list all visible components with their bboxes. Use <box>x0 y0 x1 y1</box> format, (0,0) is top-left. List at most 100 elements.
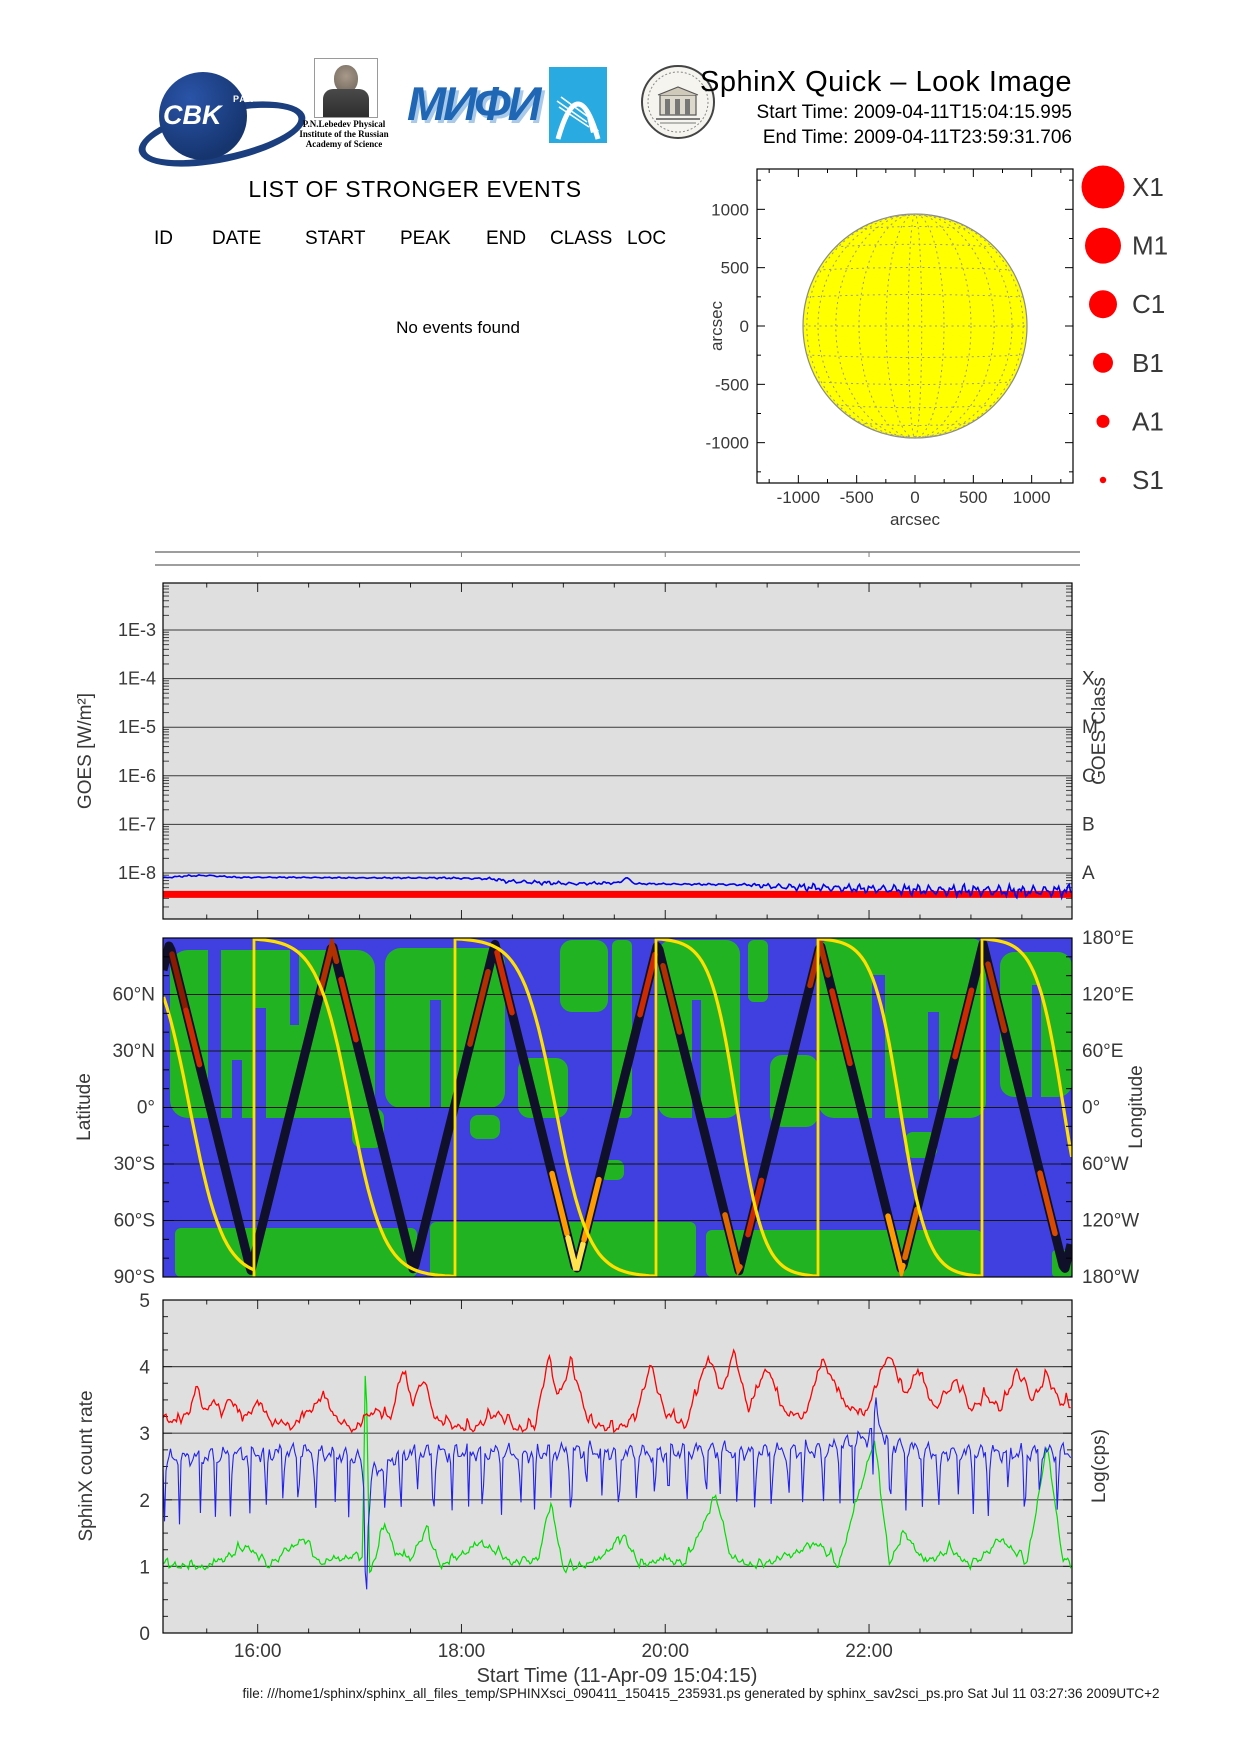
events-column-headers: ID DATE START PEAK END CLASS LOC <box>0 228 700 250</box>
axis-label: 0° <box>137 1098 155 1119</box>
axis-label: GOES Class <box>1089 677 1110 785</box>
events-column-start: START <box>305 228 366 249</box>
axis-label: A1 <box>1132 406 1164 436</box>
track-hotspot <box>183 1007 203 1068</box>
arch-comet-icon <box>549 67 607 143</box>
track-hotspot <box>169 951 189 1012</box>
axis-label: -500 <box>715 375 749 394</box>
axis-label: Longitude <box>1126 1065 1147 1148</box>
axis-label: 30°S <box>114 1154 155 1175</box>
axis-label: 180°E <box>1082 928 1134 949</box>
axis-label: 1000 <box>711 200 749 219</box>
axis-label: B <box>1082 814 1095 835</box>
lebedev-portrait-image <box>314 58 378 118</box>
axis-label: Log(cps) <box>1089 1429 1110 1503</box>
events-list-title: LIST OF STRONGER EVENTS <box>248 176 582 202</box>
axis-label: 120°W <box>1082 1211 1139 1232</box>
axis-label: GOES [W/m²] <box>75 693 96 809</box>
goes-long-series <box>162 874 1072 901</box>
axis-label: 20:00 <box>641 1641 689 1662</box>
axis-label: 0 <box>139 1624 150 1645</box>
axis-label: 1E-4 <box>118 669 156 689</box>
axis-label: 90°S <box>114 1267 155 1288</box>
axis-label: 1 <box>139 1557 150 1578</box>
orbit-longitude-curve <box>655 938 819 1277</box>
track-hotspot <box>902 1206 920 1261</box>
solar-disk-plot: 1000 500 0 -500 -1000 -1000 -500 0 500 1000 arcsec… <box>706 168 1074 529</box>
axis-label: 18:00 <box>438 1641 486 1662</box>
axis-label: 1E-7 <box>118 814 156 834</box>
axis-label: S1 <box>1132 465 1164 495</box>
goes-plot: 1E-3 1E-4 1E-5 1E-6 1E-7 1E-8 X M C B A GOES [W/m²]… <box>75 582 1110 920</box>
axis-label: 180°W <box>1082 1267 1139 1288</box>
lebedev-caption: P.N.Lebedev Physical Institute of the Ru… <box>286 119 402 149</box>
track-hotspot <box>494 949 515 1016</box>
events-column-end: END <box>486 228 527 249</box>
orbit-longitude-curve <box>454 938 657 1277</box>
lebedev-caption-line1: P.N.Lebedev Physical <box>302 119 386 129</box>
track-hotspot <box>565 1235 586 1271</box>
axis-label: 60°S <box>114 1211 155 1232</box>
axis-label: 1E-6 <box>118 766 156 786</box>
events-column-date: DATE <box>212 228 262 249</box>
arch-comet-logo <box>549 67 607 143</box>
axis-label: X <box>1082 669 1095 690</box>
axis-label: 1000 <box>1013 488 1051 507</box>
axis-label: 0 <box>910 488 919 507</box>
cbk-pan-logo: CBK PAN <box>133 70 311 180</box>
axis-label: 0 <box>740 317 749 336</box>
orbit-longitude-curve <box>163 996 255 1272</box>
events-column-peak: PEAK <box>400 228 451 249</box>
axis-label: -1000 <box>706 434 749 453</box>
axis-label: B1 <box>1132 348 1164 378</box>
axis-label: 500 <box>721 259 749 278</box>
flare-class-dot-C1 <box>1089 290 1117 319</box>
no-events-message: No events found <box>396 318 520 337</box>
count-rate-plot: 0 1 2 3 4 5 16:00 18:00 20:00 22:00 Start Time (11… <box>76 1291 1110 1687</box>
track-hotspot <box>338 976 359 1043</box>
axis-label: 120°E <box>1082 985 1134 1006</box>
axis-label: M <box>1082 717 1098 738</box>
map-content <box>163 938 1072 1277</box>
flare-class-dot-M1 <box>1085 227 1121 264</box>
axis-label: X1 <box>1132 172 1164 202</box>
separator-lines <box>155 551 1080 566</box>
mephi-logo: МИФИ <box>407 77 541 130</box>
axis-label: 22:00 <box>845 1641 893 1662</box>
flare-class-dot-A1 <box>1096 414 1110 428</box>
axis-label: -500 <box>840 488 874 507</box>
axis-label: C <box>1082 766 1096 787</box>
axis-label: 5 <box>139 1291 150 1312</box>
track-hotspot <box>885 1213 906 1277</box>
axis-label: 500 <box>959 488 987 507</box>
axis-label: C1 <box>1132 289 1165 319</box>
axis-label: 30°N <box>113 1041 155 1062</box>
track-hotspot <box>549 1170 570 1237</box>
footer-file-info: file: ///home1/sphinx/sphinx_all_files_t… <box>242 1686 1160 1701</box>
axis-label: 3 <box>139 1424 150 1445</box>
axis-label: arcsec <box>707 300 726 351</box>
end-time-text: End Time: 2009-04-11T23:59:31.706 <box>762 127 1072 148</box>
satellite-track <box>163 939 1072 1276</box>
flare-class-dot-X1 <box>1081 165 1125 209</box>
axis-label: Latitude <box>74 1073 95 1141</box>
axis-label: Start Time (11-Apr-09 15:04:15) <box>477 1665 758 1687</box>
track-hotspot <box>722 1212 743 1277</box>
lebedev-caption-line2: Institute of the Russian <box>299 129 389 139</box>
cbk-logo-subtext: PAN <box>233 94 255 104</box>
portrait-head-icon <box>334 65 358 93</box>
start-time-text: Start Time: 2009-04-11T15:04:15.995 <box>756 102 1072 123</box>
cbk-logo-text: CBK <box>163 100 222 130</box>
observatory-seal-icon <box>641 65 715 139</box>
track-hotspot <box>952 987 975 1060</box>
track-hotspot <box>829 988 853 1067</box>
flare-class-legend: X1 M1 C1 B1 A1 S1 <box>1081 165 1168 495</box>
axis-label: arcsec <box>890 510 941 529</box>
orbit-longitude-curve <box>981 938 1072 1158</box>
track-hotspot <box>985 961 1008 1034</box>
detector-red-series <box>162 1348 1071 1434</box>
axis-label: 16:00 <box>234 1641 282 1662</box>
axis-label: 60°W <box>1082 1154 1129 1175</box>
track-hotspot <box>637 951 658 1018</box>
